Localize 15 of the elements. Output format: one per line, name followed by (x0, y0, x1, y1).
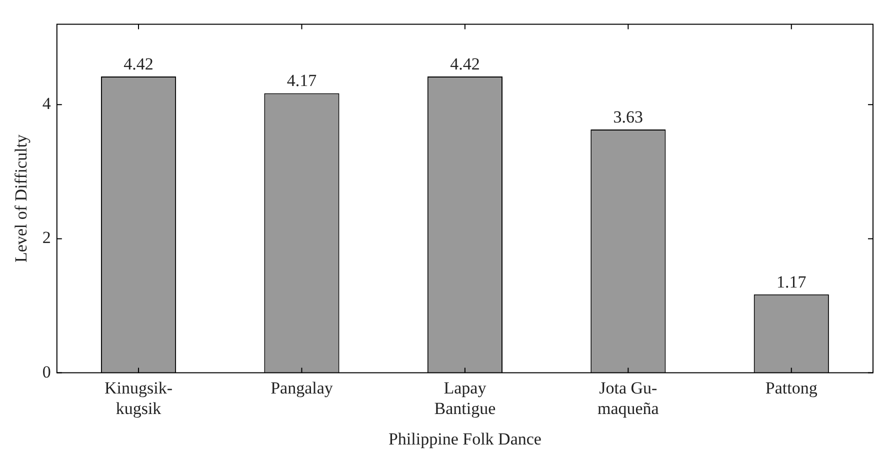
data-label: 3.63 (613, 107, 644, 126)
x-tick-label: Jota Gu-maqueña (597, 378, 660, 418)
y-tick-label: 0 (42, 362, 51, 382)
data-label: 4.42 (450, 54, 480, 74)
y-tick-label: 2 (42, 228, 51, 248)
x-tick-label: Kinugsik-kugsik (104, 378, 173, 418)
y-tick-label: 4 (42, 94, 52, 114)
x-axis-title: Philippine Folk Dance (388, 429, 542, 448)
data-label: 1.17 (776, 272, 807, 292)
data-label: 4.17 (286, 71, 318, 90)
x-tick-label: Lapay Bantigue (434, 378, 496, 418)
data-label: 4.42 (124, 54, 154, 74)
x-tick-label: Pattong (765, 378, 818, 398)
x-tick-label: Pangalay (270, 378, 334, 398)
y-axis-title: Level of Difficulty (12, 134, 31, 263)
